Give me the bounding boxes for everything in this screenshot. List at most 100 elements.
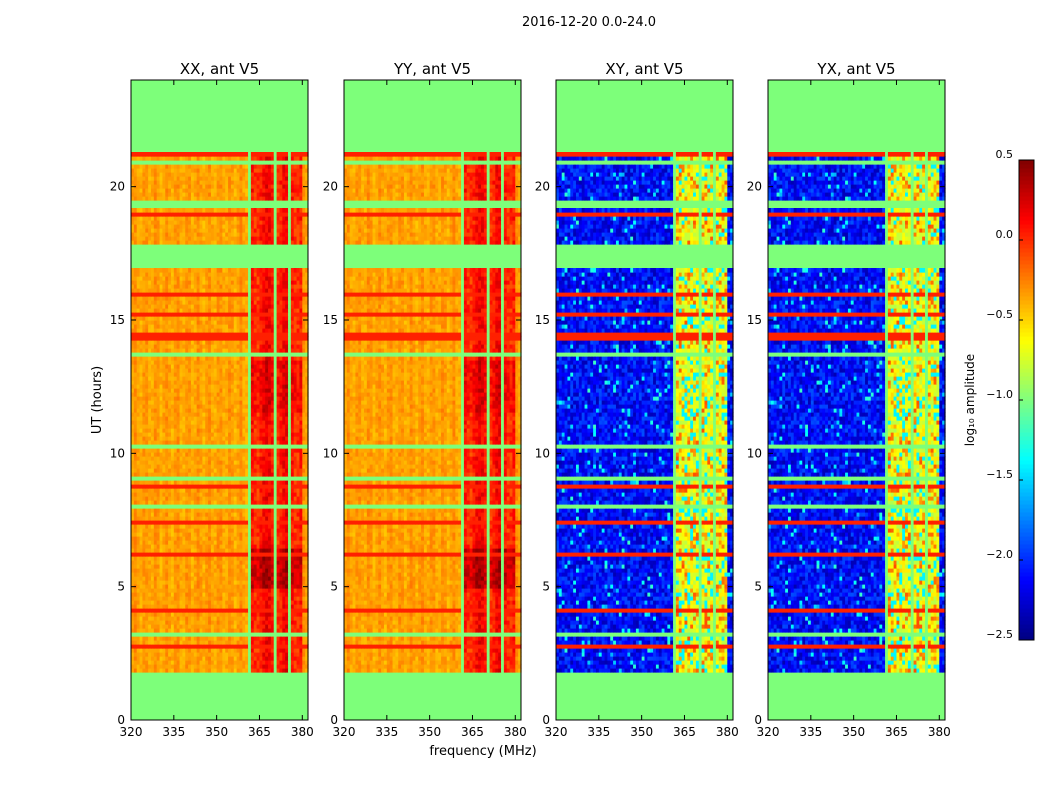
heatmap-cell	[299, 536, 303, 541]
heatmap-cell	[136, 568, 141, 573]
heatmap-cell	[162, 564, 166, 569]
heatmap-cell	[288, 600, 292, 605]
heatmap-cell	[282, 628, 286, 633]
heatmap-cell	[185, 568, 189, 573]
heatmap-cell	[245, 528, 249, 533]
heatmap-cell	[242, 580, 246, 585]
heatmap-cell	[208, 632, 212, 637]
heatmap-cell	[148, 532, 152, 537]
heatmap-cell	[188, 568, 192, 573]
heatmap-cell	[222, 544, 226, 549]
heatmap-cell	[233, 648, 238, 653]
heatmap-cell	[230, 668, 235, 673]
heatmap-cell	[228, 632, 232, 637]
heatmap-cell	[185, 664, 189, 669]
heatmap-cell	[256, 652, 261, 657]
heatmap-cell	[190, 596, 195, 601]
heatmap-cell	[170, 636, 175, 641]
heatmap-cell	[270, 552, 275, 557]
heatmap-cell	[256, 660, 261, 665]
heatmap-cell	[296, 608, 301, 613]
heatmap-cell	[225, 516, 229, 521]
heatmap-cell	[142, 624, 146, 629]
heatmap-cell	[168, 604, 172, 609]
heatmap-cell	[190, 544, 195, 549]
heatmap-cell	[199, 572, 203, 577]
heatmap-cell	[262, 604, 266, 609]
heatmap-cell	[290, 552, 295, 557]
heatmap-cell	[288, 576, 292, 581]
heatmap-cell	[285, 532, 289, 537]
heatmap-cell	[236, 636, 241, 641]
heatmap-cell	[256, 640, 261, 645]
heatmap-cell	[290, 556, 295, 561]
heatmap-cell	[188, 656, 192, 661]
heatmap-cell	[262, 548, 266, 553]
heatmap-cell	[153, 616, 158, 621]
heatmap-cell	[285, 556, 289, 561]
heatmap-cell	[302, 640, 306, 645]
heatmap-cell	[225, 552, 229, 557]
heatmap-cell	[156, 656, 161, 661]
heatmap-cell	[159, 532, 163, 537]
heatmap-cell	[245, 644, 249, 649]
heatmap-cell	[202, 656, 206, 661]
heatmap-cell	[133, 636, 138, 641]
heatmap-cell	[259, 520, 263, 525]
heatmap-cell	[248, 604, 252, 609]
heatmap-cell	[296, 520, 301, 525]
heatmap-cell	[276, 544, 281, 549]
heatmap-cell	[250, 580, 255, 585]
heatmap-cell	[262, 632, 266, 637]
heatmap-cell	[253, 668, 258, 673]
heatmap-cell	[228, 520, 232, 525]
heatmap-cell	[179, 524, 183, 529]
heatmap-cell	[162, 608, 166, 613]
heatmap-cell	[282, 568, 286, 573]
heatmap-cell	[279, 528, 283, 533]
heatmap-cell	[262, 568, 266, 573]
heatmap-cell	[228, 540, 232, 545]
heatmap-cell	[210, 616, 215, 621]
heatmap-cell	[139, 528, 144, 533]
heatmap-cell	[285, 604, 289, 609]
heatmap-cell	[182, 612, 186, 617]
heatmap-cell	[213, 556, 218, 561]
heatmap-cell	[202, 592, 206, 597]
heatmap-cell	[299, 524, 303, 529]
heatmap-cell	[242, 520, 246, 525]
heatmap-cell	[162, 540, 166, 545]
heatmap-cell	[182, 520, 186, 525]
heatmap-cell	[282, 540, 286, 545]
heatmap-cell	[208, 624, 212, 629]
heatmap-cell	[236, 536, 241, 541]
heatmap-cell	[185, 660, 189, 665]
heatmap-cell	[259, 668, 263, 673]
heatmap-cell	[250, 616, 255, 621]
heatmap-cell	[290, 668, 295, 673]
heatmap-cell	[282, 548, 286, 553]
heatmap-cell	[150, 632, 155, 637]
heatmap-cell	[225, 584, 229, 589]
heatmap-cell	[230, 512, 235, 517]
heatmap-cell	[296, 580, 301, 585]
heatmap-cell	[193, 568, 198, 573]
heatmap-cell	[182, 664, 186, 669]
heatmap-cell	[199, 624, 203, 629]
heatmap-cell	[210, 564, 215, 569]
heatmap-cell	[248, 624, 252, 629]
heatmap-cell	[196, 612, 201, 617]
heatmap-cell	[233, 592, 238, 597]
heatmap-cell	[239, 512, 243, 517]
heatmap-cell	[190, 584, 195, 589]
heatmap-cell	[202, 616, 206, 621]
heatmap-cell	[270, 608, 275, 613]
heatmap-cell	[176, 624, 181, 629]
heatmap-cell	[282, 620, 286, 625]
heatmap-cell	[173, 576, 178, 581]
heatmap-cell	[145, 592, 149, 597]
heatmap-cell	[302, 660, 306, 665]
heatmap-cell	[131, 532, 135, 537]
heatmap-cell	[248, 536, 252, 541]
heatmap-cell	[185, 536, 189, 541]
